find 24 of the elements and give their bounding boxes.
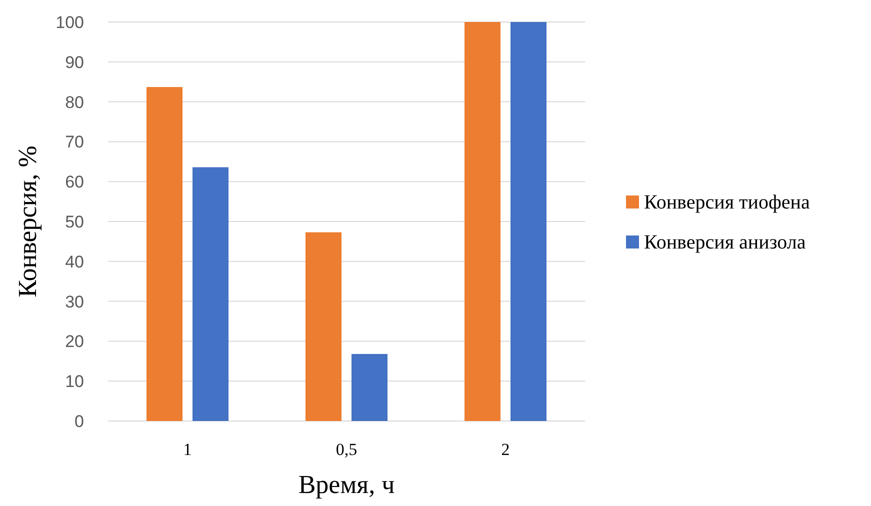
bar [510,22,546,421]
y-tick-label: 60 [65,172,84,192]
bar [306,232,342,421]
y-tick-label: 90 [65,52,84,72]
bar [192,167,228,421]
y-axis-title: Конверсия, % [13,146,42,298]
x-tick-label: 2 [501,440,510,459]
y-tick-label: 0 [74,412,84,431]
legend-label: Конверсия анизола [644,232,806,254]
bar [464,22,500,421]
y-tick-label: 50 [65,212,84,232]
y-tick-label: 30 [65,292,84,312]
y-tick-label: 100 [56,12,84,32]
x-tick-label: 1 [183,440,192,459]
y-tick-label: 70 [65,132,84,152]
y-tick-label: 40 [65,252,84,272]
y-tick-label: 20 [65,332,84,352]
x-axis-title: Время, ч [298,470,395,499]
y-tick-label: 10 [65,372,84,392]
legend-label: Конверсия тиофена [644,192,810,214]
x-tick-label: 0,5 [336,440,358,459]
bar [146,87,182,421]
y-tick-label: 80 [65,92,84,112]
bar [352,354,388,421]
